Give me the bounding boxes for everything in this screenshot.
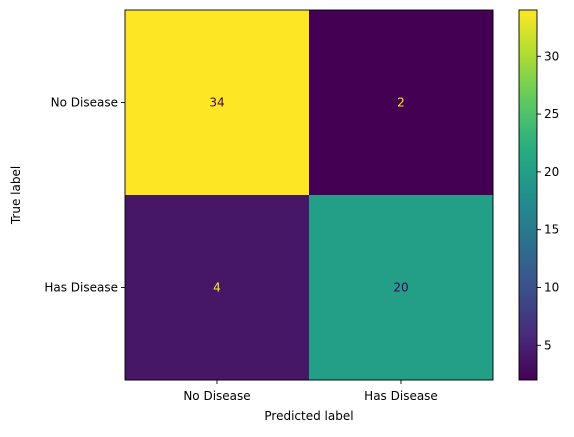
colorbar-tick-label: 5 — [544, 338, 552, 352]
x-axis-ticks: No Disease Has Disease — [183, 380, 438, 403]
heatmap-cell — [309, 195, 494, 381]
heatmap-cell — [125, 195, 310, 381]
cell-value-label: 2 — [397, 96, 405, 110]
heatmap-cell — [309, 10, 494, 196]
colorbar-tick-label: 15 — [544, 223, 559, 237]
colorbar-ticks: 5 10 15 20 25 30 — [537, 49, 559, 352]
colorbar-tick-label: 30 — [544, 49, 559, 63]
y-axis-label: True label — [9, 166, 23, 225]
colorbar-tick-label: 20 — [544, 165, 559, 179]
plot-frame — [124, 9, 494, 381]
colorbar-tick-label: 10 — [544, 281, 559, 295]
x-tick-label: No Disease — [183, 389, 250, 403]
x-tick-label: Has Disease — [364, 389, 438, 403]
cell-value-label: 4 — [213, 281, 221, 295]
heatmap-cells — [125, 10, 494, 381]
cell-value-label: 20 — [393, 281, 408, 295]
y-axis-ticks: No Disease Has Disease — [44, 96, 125, 295]
colorbar — [518, 9, 538, 381]
y-tick-label: No Disease — [51, 96, 118, 110]
colorbar-tick-label: 25 — [544, 107, 559, 121]
y-tick-label: Has Disease — [44, 281, 118, 295]
heatmap-cell — [125, 10, 310, 196]
cell-value-labels: 34 2 4 20 — [209, 96, 408, 295]
x-axis-label: Predicted label — [264, 409, 353, 423]
cell-value-label: 34 — [209, 96, 224, 110]
